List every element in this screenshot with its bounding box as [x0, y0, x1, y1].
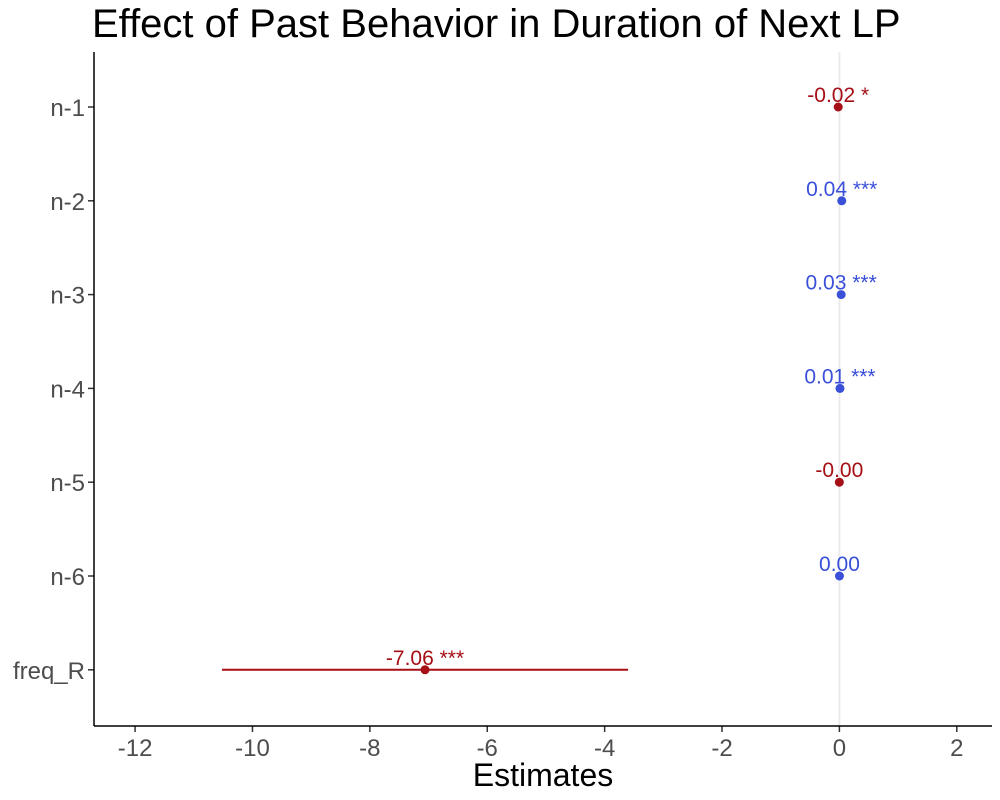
- y-tick-label: n-3: [50, 283, 85, 310]
- chart-title: Effect of Past Behavior in Duration of N…: [92, 2, 901, 46]
- estimate-label: -0.02 *: [807, 84, 869, 107]
- data-marks: -0.02 * 0.04 *** 0.03 *** 0.01 *** -0.00 0.00…: [221, 84, 877, 675]
- x-tick-label: 0: [833, 735, 846, 762]
- y-tick-label: freq_R: [13, 658, 85, 685]
- y-tick-label: n-5: [50, 470, 85, 497]
- x-tick-label: -4: [594, 735, 615, 762]
- x-tick-label: -10: [235, 735, 270, 762]
- estimate-point: [420, 665, 430, 675]
- y-tick-label: n-4: [50, 376, 85, 403]
- estimate-point: [835, 383, 845, 393]
- estimate-label: -0.00: [815, 459, 863, 482]
- estimate-point: [833, 102, 843, 112]
- y-axis-ticks: n-1 n-2 n-3 n-4 n-5 n-6 freq_R: [13, 95, 94, 685]
- x-tick-label: -6: [477, 735, 498, 762]
- x-axis-ticks: -12 -10 -8 -6 -4 -2 0 2: [118, 726, 963, 762]
- estimate-label: 0.01 ***: [804, 365, 875, 388]
- estimate-point: [834, 571, 844, 581]
- x-tick-label: 2: [950, 735, 963, 762]
- estimate-point: [837, 196, 847, 206]
- x-tick-label: -12: [118, 735, 153, 762]
- y-tick-label: n-1: [50, 95, 85, 122]
- y-tick-label: n-6: [50, 564, 85, 591]
- estimate-label: -7.06 ***: [386, 647, 464, 670]
- x-tick-label: -2: [711, 735, 732, 762]
- x-tick-label: -8: [359, 735, 380, 762]
- estimate-label: 0.03 ***: [806, 272, 877, 295]
- estimate-label: 0.04 ***: [806, 178, 877, 201]
- y-tick-label: n-2: [50, 189, 85, 216]
- x-axis-title: Estimates: [473, 757, 613, 793]
- estimate-label: 0.00: [819, 553, 860, 576]
- estimate-point: [834, 477, 844, 487]
- estimate-point: [836, 290, 846, 300]
